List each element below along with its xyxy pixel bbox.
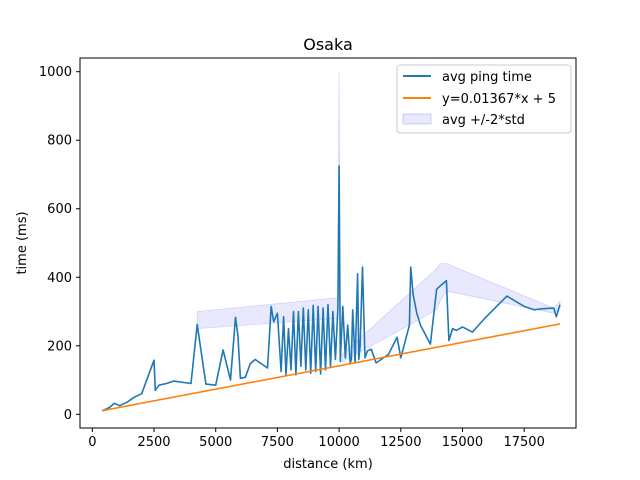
x-tick-label: 10000 — [318, 435, 359, 450]
y-tick-label: 400 — [47, 271, 72, 286]
x-tick-label: 12500 — [380, 435, 421, 450]
y-tick-label: 0 — [64, 408, 72, 423]
legend-label-avg-ping: avg ping time — [442, 70, 532, 85]
legend-label-fit-line: y=0.01367*x + 5 — [442, 92, 556, 107]
x-tick-label: 15000 — [442, 435, 483, 450]
x-axis-label: distance (km) — [283, 457, 373, 472]
chart-title: Osaka — [303, 35, 353, 54]
legend-label-std-band: avg +/-2*std — [442, 113, 525, 128]
y-tick-label: 800 — [47, 134, 72, 149]
y-tick-label: 200 — [47, 339, 72, 354]
x-tick-label: 7500 — [261, 435, 294, 450]
x-axis-ticks: 0 2500 5000 7500 10000 12500 15000 17500 — [88, 428, 545, 450]
y-tick-label: 600 — [47, 202, 72, 217]
legend: avg ping time y=0.01367*x + 5 avg +/-2*s… — [397, 65, 571, 133]
y-axis-ticks: 0 200 400 600 800 1000 — [39, 65, 80, 423]
y-axis-label: time (ms) — [15, 211, 30, 274]
x-tick-label: 2500 — [137, 435, 170, 450]
x-tick-label: 17500 — [503, 435, 544, 450]
legend-swatch-std-band — [403, 114, 431, 124]
x-tick-label: 5000 — [199, 435, 232, 450]
y-tick-label: 1000 — [39, 65, 72, 80]
x-tick-label: 0 — [88, 435, 96, 450]
